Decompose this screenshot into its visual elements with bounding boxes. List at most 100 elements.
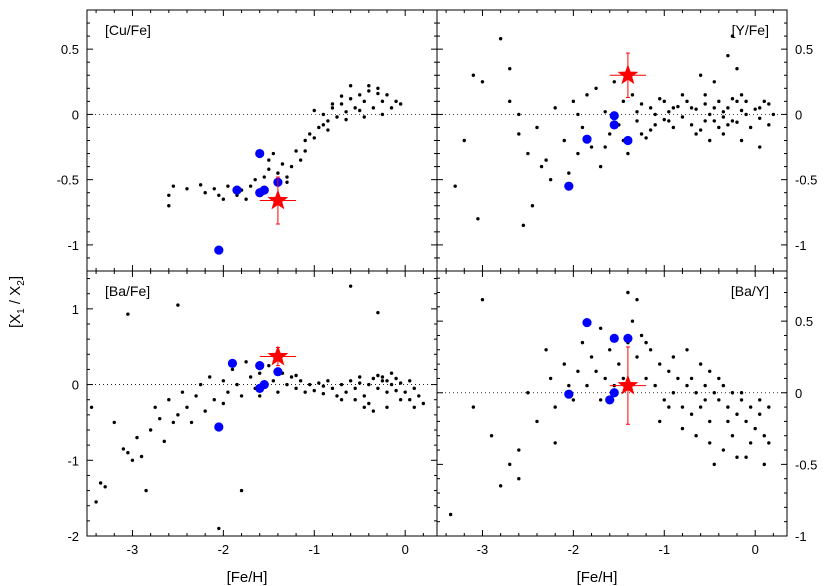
field-star-point xyxy=(576,112,580,117)
field-star-point xyxy=(694,132,698,136)
field-star-point xyxy=(312,388,316,393)
field-star-point xyxy=(167,204,171,208)
field-star-point xyxy=(653,123,657,127)
field-star-point xyxy=(662,398,666,402)
field-star-point xyxy=(626,151,630,156)
field-star-point xyxy=(189,420,194,425)
field-star-point xyxy=(608,132,612,136)
comparison-star-point xyxy=(609,388,619,398)
field-star-point xyxy=(662,117,666,122)
field-star-point xyxy=(326,119,330,123)
y-tick-label: 0 xyxy=(72,378,79,393)
field-star-point xyxy=(676,376,680,381)
field-star-point xyxy=(685,348,689,352)
field-star-point xyxy=(630,93,635,97)
field-star-point xyxy=(239,488,244,493)
target-star-marker xyxy=(267,345,289,366)
field-star-point xyxy=(553,106,557,110)
field-star-point xyxy=(562,362,566,366)
field-star-point xyxy=(576,369,580,373)
field-star-point xyxy=(353,106,357,110)
field-star-point xyxy=(526,391,530,395)
field-star-point xyxy=(344,390,348,394)
field-star-point xyxy=(639,102,644,106)
field-star-point xyxy=(312,108,316,113)
field-star-point xyxy=(598,326,603,330)
y-tick-label: 0 xyxy=(795,386,802,401)
field-star-point xyxy=(262,175,266,179)
field-star-point xyxy=(758,398,762,402)
field-star-point xyxy=(367,401,371,406)
field-star-point xyxy=(735,99,739,104)
field-star-point xyxy=(348,83,353,88)
field-star-point xyxy=(535,125,539,130)
field-star-point xyxy=(644,136,648,140)
comparison-star-point xyxy=(609,120,619,130)
field-star-point xyxy=(598,164,603,169)
field-star-point xyxy=(471,405,476,409)
field-star-point xyxy=(748,405,753,409)
field-star-point xyxy=(362,394,366,398)
field-star-point xyxy=(221,379,226,383)
field-star-point xyxy=(358,108,362,113)
field-star-point xyxy=(221,197,226,201)
field-star-point xyxy=(676,104,680,109)
field-star-point xyxy=(744,99,748,104)
field-star-point xyxy=(535,419,539,424)
field-star-point xyxy=(153,405,157,409)
field-star-point xyxy=(753,426,757,431)
y-tick-label: -1 xyxy=(67,238,79,253)
field-star-point xyxy=(648,106,653,110)
field-star-point xyxy=(321,112,326,117)
field-star-point xyxy=(726,405,730,409)
field-star-point xyxy=(358,375,362,379)
field-star-point xyxy=(680,426,685,431)
panel-label: [Ba/Fe] xyxy=(105,283,150,299)
y-tick-label: 0.5 xyxy=(61,42,79,57)
field-star-point xyxy=(603,145,607,149)
field-star-point xyxy=(621,376,626,381)
field-star-point xyxy=(758,412,762,416)
field-star-point xyxy=(721,110,726,114)
field-star-point xyxy=(167,398,171,402)
field-star-point xyxy=(653,383,657,388)
field-star-point xyxy=(703,398,707,402)
field-star-point xyxy=(185,187,189,191)
field-star-point xyxy=(112,420,116,425)
field-star-point xyxy=(771,112,776,117)
field-star-point xyxy=(480,80,485,84)
field-star-point xyxy=(358,381,362,385)
field-star-point xyxy=(730,97,735,101)
field-star-point xyxy=(339,102,344,106)
field-star-point xyxy=(89,405,94,409)
field-star-point xyxy=(389,371,394,375)
field-star-point xyxy=(567,383,571,388)
field-star-point xyxy=(267,363,271,368)
field-star-point xyxy=(671,125,676,130)
field-star-point xyxy=(635,297,639,302)
field-star-point xyxy=(362,99,366,104)
y-tick-label: -1 xyxy=(67,453,79,468)
field-star-point xyxy=(239,394,244,398)
x-tick-label: 0 xyxy=(402,542,409,557)
comparison-star-point xyxy=(214,422,224,432)
field-star-point xyxy=(689,123,694,127)
field-star-point xyxy=(508,99,512,104)
field-star-point xyxy=(258,371,262,375)
field-star-point xyxy=(448,512,453,517)
field-star-point xyxy=(698,405,703,409)
field-star-point xyxy=(644,376,648,381)
comparison-star-point xyxy=(582,134,592,144)
field-star-point xyxy=(330,102,335,106)
field-star-point xyxy=(248,375,253,379)
field-star-point xyxy=(339,94,344,98)
field-star-point xyxy=(226,184,230,188)
y-axis-title-main: [X xyxy=(7,314,24,328)
field-star-point xyxy=(258,394,262,398)
field-star-point xyxy=(371,376,376,381)
field-star-point xyxy=(380,99,385,104)
field-star-point xyxy=(758,116,762,121)
field-star-point xyxy=(348,379,353,383)
field-star-point xyxy=(508,67,512,71)
field-star-point xyxy=(298,379,303,383)
